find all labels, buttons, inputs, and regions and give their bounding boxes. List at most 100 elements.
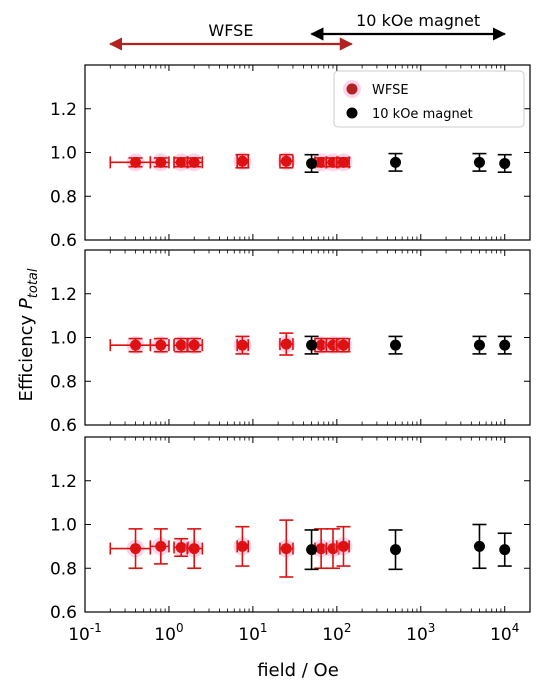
legend: WFSE 10 kOe magnet bbox=[334, 71, 524, 127]
data-marker bbox=[474, 541, 485, 552]
data-marker bbox=[237, 340, 248, 351]
y-tick-label: 0.6 bbox=[50, 603, 77, 623]
panel-frame bbox=[85, 437, 530, 612]
legend-label: WFSE bbox=[372, 83, 409, 98]
data-marker bbox=[155, 157, 166, 168]
magnet-point bbox=[472, 154, 486, 172]
wfse-point bbox=[233, 152, 251, 170]
magnet-point bbox=[389, 336, 403, 354]
y-tick-label: 1.0 bbox=[50, 516, 77, 536]
data-marker bbox=[281, 543, 292, 554]
x-tick-label: 104 bbox=[490, 621, 519, 645]
x-tick-label: 102 bbox=[322, 621, 351, 645]
x-tick-exponent: 4 bbox=[512, 621, 520, 635]
wfse-point bbox=[334, 153, 352, 171]
y-tick-label: 1.2 bbox=[50, 285, 77, 305]
data-marker bbox=[338, 157, 349, 168]
x-tick-base: 10 bbox=[406, 625, 428, 645]
wfse-point bbox=[185, 336, 203, 354]
x-axis: 10-1 100 101 102 103 104 bbox=[68, 621, 519, 645]
magnet-point bbox=[498, 155, 512, 173]
x-tick-exponent: 2 bbox=[344, 621, 352, 635]
x-tick-exponent: 3 bbox=[428, 621, 436, 635]
y-axis-label-symbol: P bbox=[16, 298, 37, 309]
data-marker bbox=[390, 340, 401, 351]
x-axis-label: field / Oe bbox=[257, 660, 339, 681]
y-axis-label: Efficiency Ptotal bbox=[16, 268, 41, 401]
wfse-point bbox=[277, 520, 295, 577]
x-tick-label: 100 bbox=[154, 621, 183, 645]
data-marker bbox=[281, 339, 292, 350]
x-tick-base: 10 bbox=[322, 625, 344, 645]
x-tick-base: 10 bbox=[68, 625, 90, 645]
wfse-point bbox=[150, 336, 169, 354]
data-marker bbox=[306, 340, 317, 351]
magnet-point bbox=[472, 525, 486, 569]
data-marker bbox=[176, 542, 187, 553]
y-axis-label-main: Efficiency bbox=[16, 309, 37, 401]
panel-frame bbox=[85, 250, 530, 425]
data-marker bbox=[306, 158, 317, 169]
wfse-point bbox=[150, 529, 169, 564]
y-tick-label: 0.8 bbox=[50, 372, 77, 392]
magnet-point bbox=[389, 154, 403, 172]
legend-marker bbox=[347, 108, 358, 119]
wfse-point bbox=[110, 336, 150, 354]
data-marker bbox=[176, 340, 187, 351]
wfse-point bbox=[110, 153, 150, 171]
y-tick-label: 0.6 bbox=[50, 231, 77, 251]
data-marker bbox=[474, 340, 485, 351]
range-wfse: WFSE bbox=[110, 21, 351, 44]
x-tick-exponent: -1 bbox=[90, 621, 102, 635]
legend-label: 10 kOe magnet bbox=[372, 107, 473, 122]
x-tick-base: 10 bbox=[154, 625, 176, 645]
wfse-point bbox=[110, 529, 150, 568]
range-label: WFSE bbox=[208, 21, 253, 40]
data-marker bbox=[189, 543, 200, 554]
data-marker bbox=[189, 340, 200, 351]
x-tick-exponent: 0 bbox=[176, 621, 184, 635]
data-marker bbox=[281, 156, 292, 167]
panel-1: 0.6 0.8 1.0 1.2 WFSE 10 kOe magnet bbox=[50, 65, 530, 251]
data-marker bbox=[176, 157, 187, 168]
wfse-point bbox=[334, 336, 352, 354]
data-marker bbox=[237, 541, 248, 552]
y-tick-label: 1.0 bbox=[50, 144, 77, 164]
range-annotations: WFSE 10 kOe magnet bbox=[110, 11, 504, 44]
y-tick-label: 1.2 bbox=[50, 100, 77, 120]
x-tick-label: 101 bbox=[238, 621, 267, 645]
x-tick-label: 103 bbox=[406, 621, 435, 645]
x-tick-base: 10 bbox=[490, 625, 512, 645]
magnet-point bbox=[305, 530, 319, 569]
panels: 0.6 0.8 1.0 1.2 WFSE 10 kOe magnet 0.6 0.8 1.0 1.… bbox=[50, 65, 530, 623]
y-axis-label-subscript: total bbox=[26, 268, 41, 298]
data-marker bbox=[237, 156, 248, 167]
x-tick-label: 10-1 bbox=[68, 621, 102, 645]
wfse-point bbox=[277, 333, 295, 355]
data-marker bbox=[130, 157, 141, 168]
y-tick-label: 0.8 bbox=[50, 559, 77, 579]
y-tick-label: 1.2 bbox=[50, 472, 77, 492]
data-marker bbox=[499, 158, 510, 169]
magnet-point bbox=[472, 336, 486, 354]
wfse-point bbox=[334, 527, 352, 566]
panel-3: 0.6 0.8 1.0 1.2 bbox=[50, 437, 530, 623]
data-marker bbox=[338, 340, 349, 351]
magnet-point bbox=[498, 533, 512, 566]
wfse-point bbox=[150, 153, 169, 171]
data-marker bbox=[130, 543, 141, 554]
magnet-point bbox=[498, 336, 512, 354]
y-tick-label: 0.8 bbox=[50, 187, 77, 207]
wfse-point bbox=[185, 529, 203, 568]
x-tick-base: 10 bbox=[238, 625, 260, 645]
data-marker bbox=[474, 157, 485, 168]
wfse-point bbox=[233, 336, 251, 354]
x-tick-exponent: 1 bbox=[260, 621, 268, 635]
data-marker bbox=[499, 544, 510, 555]
data-marker bbox=[390, 157, 401, 168]
magnet-point bbox=[389, 530, 403, 569]
data-marker bbox=[338, 541, 349, 552]
wfse-point bbox=[233, 527, 251, 566]
legend-marker bbox=[347, 84, 358, 95]
